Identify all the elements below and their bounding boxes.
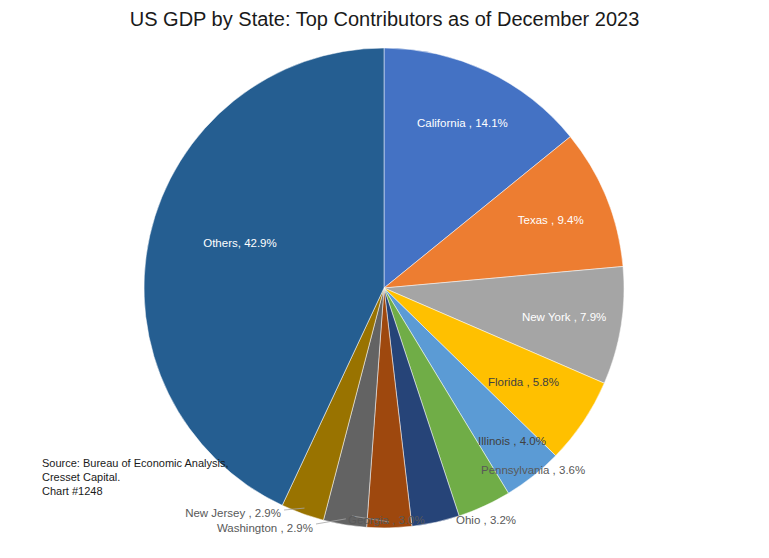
pie (144, 48, 624, 528)
data-label: New York , 7.9% (522, 311, 606, 323)
chart-svg: US GDP by State: Top Contributors as of … (0, 0, 769, 558)
leader-line (316, 519, 346, 524)
source-note: Source: Bureau of Economic Analysis, Cres… (42, 457, 228, 497)
data-label: Ohio , 3.2% (456, 514, 516, 526)
slices (144, 48, 624, 528)
data-label: Washington , 2.9% (217, 522, 313, 534)
annotation: Chart #1248 (42, 485, 103, 497)
data-label: Georgia , 3.0% (348, 514, 425, 526)
data-label: Texas , 9.4% (518, 214, 584, 226)
chart-title: US GDP by State: Top Contributors as of … (130, 8, 640, 30)
annotation: Cresset Capital. (42, 471, 120, 483)
data-label: California , 14.1% (417, 117, 508, 129)
chart-container: US GDP by State: Top Contributors as of … (0, 0, 769, 558)
pie-slice (384, 137, 623, 288)
data-labels: California , 14.1% Texas , 9.4% New York ,… (185, 117, 606, 534)
annotation: Source: Bureau of Economic Analysis, (42, 457, 228, 469)
data-label: Others, 42.9% (203, 237, 277, 249)
data-label: New Jersey , 2.9% (185, 507, 281, 519)
leader-line (284, 508, 305, 510)
data-label: Florida , 5.8% (488, 376, 559, 388)
background (0, 0, 769, 558)
pie-slice (144, 48, 384, 505)
data-label: Pennsylvania , 3.6% (481, 464, 585, 476)
data-label: Illinois , 4.0% (478, 435, 546, 447)
